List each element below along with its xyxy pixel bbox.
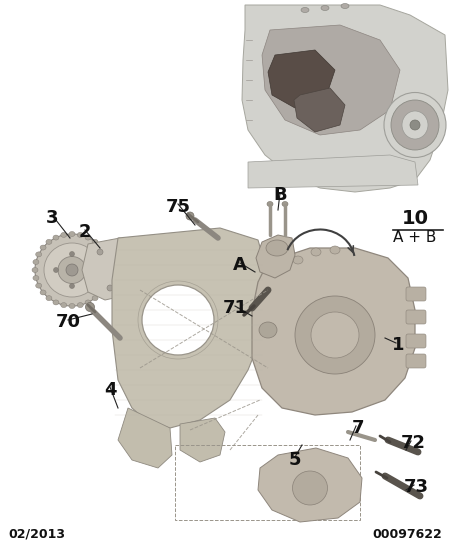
Text: 3: 3 xyxy=(46,209,58,227)
Ellipse shape xyxy=(292,471,328,505)
Polygon shape xyxy=(242,5,448,192)
Ellipse shape xyxy=(311,312,359,358)
Ellipse shape xyxy=(402,111,428,139)
Ellipse shape xyxy=(35,234,109,306)
Ellipse shape xyxy=(142,285,214,355)
Ellipse shape xyxy=(36,283,42,288)
Ellipse shape xyxy=(53,300,59,305)
FancyBboxPatch shape xyxy=(406,354,426,368)
Polygon shape xyxy=(82,238,138,300)
Ellipse shape xyxy=(391,100,439,150)
Polygon shape xyxy=(118,408,172,468)
Ellipse shape xyxy=(61,232,67,238)
Ellipse shape xyxy=(106,268,112,272)
Ellipse shape xyxy=(40,245,46,250)
Ellipse shape xyxy=(107,285,113,291)
Text: 75: 75 xyxy=(166,198,190,216)
Text: A: A xyxy=(233,256,247,274)
Ellipse shape xyxy=(86,302,94,312)
Ellipse shape xyxy=(33,259,39,264)
Polygon shape xyxy=(262,25,400,135)
Ellipse shape xyxy=(102,283,108,288)
Ellipse shape xyxy=(186,212,194,220)
Ellipse shape xyxy=(295,296,375,374)
Ellipse shape xyxy=(410,120,420,130)
Ellipse shape xyxy=(330,246,340,254)
Polygon shape xyxy=(252,248,415,415)
Ellipse shape xyxy=(33,276,39,281)
Ellipse shape xyxy=(122,262,128,268)
Ellipse shape xyxy=(267,202,273,207)
Ellipse shape xyxy=(69,304,75,308)
FancyBboxPatch shape xyxy=(406,334,426,348)
Ellipse shape xyxy=(77,302,83,307)
Text: 02/2013: 02/2013 xyxy=(8,528,65,541)
Ellipse shape xyxy=(384,93,446,158)
Ellipse shape xyxy=(311,248,321,256)
Ellipse shape xyxy=(44,243,100,297)
Polygon shape xyxy=(112,228,268,428)
Text: 72: 72 xyxy=(400,434,426,452)
Polygon shape xyxy=(248,155,418,188)
Ellipse shape xyxy=(46,239,52,244)
Ellipse shape xyxy=(341,3,349,9)
Text: 70: 70 xyxy=(55,313,81,331)
Ellipse shape xyxy=(46,295,52,301)
Ellipse shape xyxy=(293,256,303,264)
Ellipse shape xyxy=(53,235,59,240)
Ellipse shape xyxy=(92,239,98,244)
Ellipse shape xyxy=(69,283,75,288)
FancyBboxPatch shape xyxy=(406,310,426,324)
Ellipse shape xyxy=(85,235,91,240)
Ellipse shape xyxy=(40,290,46,295)
Ellipse shape xyxy=(32,268,38,272)
Ellipse shape xyxy=(77,232,83,238)
Ellipse shape xyxy=(86,268,90,272)
Ellipse shape xyxy=(105,259,111,264)
Text: 2: 2 xyxy=(79,223,91,241)
FancyBboxPatch shape xyxy=(406,287,426,301)
Ellipse shape xyxy=(282,202,288,207)
Ellipse shape xyxy=(97,249,103,255)
Ellipse shape xyxy=(58,257,86,283)
Ellipse shape xyxy=(301,8,309,13)
Polygon shape xyxy=(258,448,362,522)
Text: A + B: A + B xyxy=(393,231,436,245)
Ellipse shape xyxy=(61,302,67,307)
Polygon shape xyxy=(294,88,345,132)
Text: 5: 5 xyxy=(289,451,301,469)
Ellipse shape xyxy=(69,232,75,237)
Ellipse shape xyxy=(98,290,104,295)
Ellipse shape xyxy=(66,264,78,276)
Text: 71: 71 xyxy=(222,299,248,317)
Text: 10: 10 xyxy=(401,209,428,227)
Text: 73: 73 xyxy=(404,478,428,496)
Text: 4: 4 xyxy=(104,381,116,399)
Ellipse shape xyxy=(105,276,111,281)
Text: 1: 1 xyxy=(392,336,404,354)
Ellipse shape xyxy=(36,252,42,257)
Ellipse shape xyxy=(321,5,329,10)
Ellipse shape xyxy=(98,245,104,250)
Ellipse shape xyxy=(92,295,98,301)
Polygon shape xyxy=(268,50,335,108)
Ellipse shape xyxy=(69,251,75,257)
Polygon shape xyxy=(180,418,225,462)
Ellipse shape xyxy=(259,322,277,338)
Ellipse shape xyxy=(266,240,288,256)
Ellipse shape xyxy=(85,300,91,305)
Text: 7: 7 xyxy=(352,419,364,437)
Polygon shape xyxy=(256,235,295,278)
Text: B: B xyxy=(273,186,287,204)
Ellipse shape xyxy=(54,268,58,272)
Text: 00097622: 00097622 xyxy=(372,528,442,541)
Ellipse shape xyxy=(102,252,108,257)
